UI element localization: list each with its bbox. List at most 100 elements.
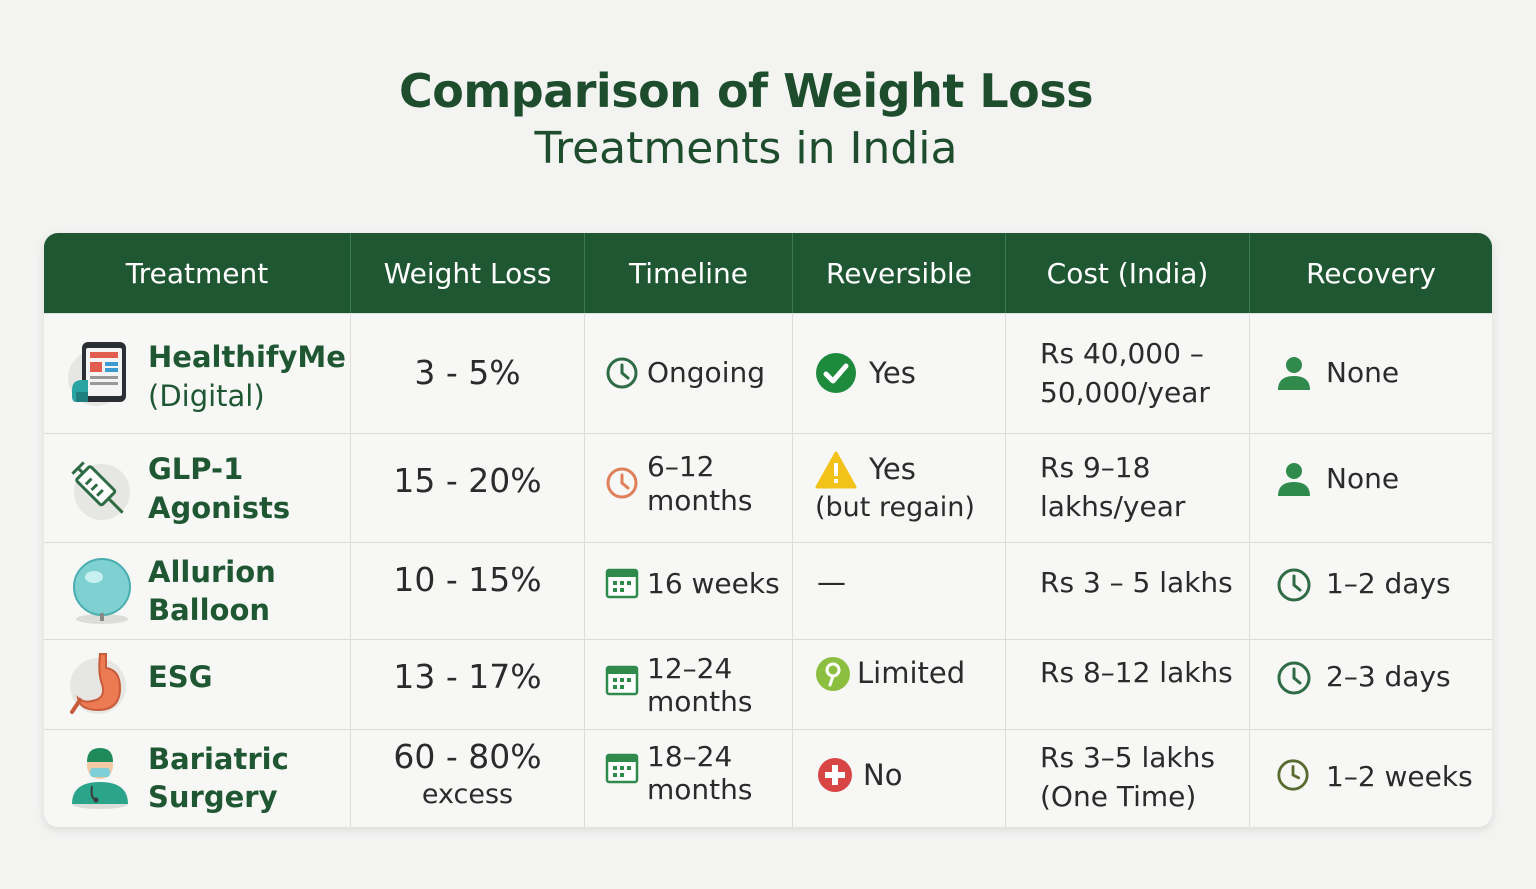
calendar-icon — [605, 753, 639, 784]
reversible-cell: — — [793, 543, 1006, 640]
cost-line-1: Rs 3–5 lakhs — [1040, 741, 1215, 774]
weight-loss-sub: excess — [421, 779, 514, 810]
cost-line-2: (One Time) — [1040, 780, 1197, 813]
timeline-cell: Ongoing — [585, 314, 793, 434]
timeline-cell: 6–12 months — [585, 434, 793, 543]
reversible-value: — — [817, 565, 846, 599]
reversible-cell: Limited — [793, 640, 1006, 730]
timeline-line-1: 12–24 — [647, 652, 733, 685]
weight-loss-cell: 3 - 5% — [351, 314, 585, 434]
cost-value: Rs 8–12 lakhs — [1040, 656, 1233, 689]
treatment-sub: Agonists — [148, 491, 291, 525]
table-row: Allurion Balloon 10 - 15% 16 weeks — Rs … — [44, 542, 1492, 640]
treatment-cell: Allurion Balloon — [44, 543, 351, 640]
reversible-value: No — [863, 758, 903, 792]
calendar-icon — [605, 568, 639, 599]
weight-loss-value: 13 - 17% — [393, 657, 542, 696]
weight-loss-value: 60 - 80% — [393, 737, 542, 776]
cost-cell: Rs 9–18 lakhs/year — [1006, 434, 1250, 543]
timeline-value: 16 weeks — [647, 567, 780, 600]
header-treatment: Treatment — [44, 233, 351, 313]
person-icon — [1278, 357, 1310, 390]
cost-cell: Rs 40,000 – 50,000/year — [1006, 314, 1250, 434]
treatment-cell: GLP-1 Agonists — [44, 434, 351, 543]
recovery-cell: 1–2 days — [1250, 543, 1492, 640]
clock-icon — [1277, 759, 1309, 791]
person-icon — [1278, 463, 1310, 496]
clock-icon — [1277, 661, 1311, 695]
recovery-cell: 1–2 weeks — [1250, 730, 1492, 827]
recovery-value: 1–2 weeks — [1326, 760, 1473, 793]
header-reversible: Reversible — [793, 233, 1006, 313]
treatment-name: GLP-1 — [148, 452, 244, 486]
treatment-name: ESG — [148, 660, 213, 694]
page-title: Comparison of Weight Loss Treatments in … — [0, 62, 1492, 178]
timeline-line-1: 6–12 — [647, 450, 715, 483]
reversible-value: Limited — [857, 656, 966, 690]
header-timeline: Timeline — [585, 233, 793, 313]
header-cost: Cost (India) — [1006, 233, 1250, 313]
weight-loss-cell: 10 - 15% — [351, 543, 585, 640]
recovery-cell: None — [1250, 314, 1492, 434]
reversible-cell: Yes — [793, 314, 1006, 434]
table-row: HealthifyMe (Digital) 3 - 5% Ongoing Yes… — [44, 313, 1492, 434]
warning-icon — [815, 451, 857, 489]
balloon-icon — [73, 558, 131, 624]
calendar-icon — [605, 665, 639, 696]
limited-icon — [816, 657, 850, 691]
timeline-line-2: months — [647, 484, 753, 517]
title-line-2: Treatments in India — [534, 123, 958, 174]
timeline-cell: 18–24 months — [585, 730, 793, 827]
reversible-note: (but regain) — [815, 492, 975, 523]
weight-loss-value: 3 - 5% — [414, 353, 521, 392]
clock-icon — [606, 357, 638, 389]
treatment-name: Bariatric — [148, 742, 289, 776]
recovery-cell: 2–3 days — [1250, 640, 1492, 730]
surgeon-icon — [72, 748, 128, 809]
cost-line-2: 50,000/year — [1040, 376, 1210, 409]
cost-cell: Rs 3–5 lakhs (One Time) — [1006, 730, 1250, 827]
phone-app-icon — [68, 342, 126, 406]
timeline-cell: 12–24 months — [585, 640, 793, 730]
cost-line-1: Rs 9–18 — [1040, 451, 1151, 484]
table-header: Treatment Weight Loss Timeline Reversibl… — [44, 233, 1492, 313]
table-row: Bariatric Surgery 60 - 80% excess 18–24 — [44, 729, 1492, 827]
treatment-cell: Bariatric Surgery — [44, 730, 351, 827]
cost-line-2: lakhs/year — [1040, 490, 1186, 523]
no-cross-icon — [818, 758, 852, 792]
treatment-sub: (Digital) — [148, 379, 265, 413]
reversible-cell: Yes (but regain) — [793, 434, 1006, 543]
treatment-name: HealthifyMe — [148, 340, 346, 374]
weight-loss-cell: 60 - 80% excess — [351, 730, 585, 827]
reversible-value: Yes — [869, 356, 916, 390]
cost-value: Rs 3 – 5 lakhs — [1040, 566, 1233, 599]
timeline-value: Ongoing — [647, 356, 765, 389]
treatment-sub: Balloon — [148, 593, 271, 627]
recovery-value: None — [1326, 356, 1400, 389]
treatment-cell: ESG — [44, 640, 351, 730]
cost-line-1: Rs 40,000 – — [1040, 337, 1204, 370]
cost-cell: Rs 3 – 5 lakhs — [1006, 543, 1250, 640]
header-weight-loss: Weight Loss — [351, 233, 585, 313]
weight-loss-value: 15 - 20% — [393, 461, 542, 500]
timeline-line-2: months — [647, 685, 753, 718]
syringe-icon — [71, 461, 130, 520]
clock-icon — [606, 467, 638, 499]
recovery-cell: None — [1250, 434, 1492, 543]
recovery-value: 1–2 days — [1326, 567, 1451, 600]
treatment-name: Allurion — [148, 555, 276, 589]
reversible-value: Yes — [869, 452, 916, 486]
check-circle-icon — [816, 353, 856, 393]
timeline-line-1: 18–24 — [647, 740, 733, 773]
reversible-cell: No — [793, 730, 1006, 827]
clock-icon — [1277, 568, 1311, 602]
comparison-table: Treatment Weight Loss Timeline Reversibl… — [44, 233, 1492, 827]
weight-loss-cell: 13 - 17% — [351, 640, 585, 730]
table-row: GLP-1 Agonists 15 - 20% 6–12 months Yes — [44, 433, 1492, 543]
treatment-cell: HealthifyMe (Digital) — [44, 314, 351, 434]
stomach-icon — [70, 653, 126, 714]
weight-loss-cell: 15 - 20% — [351, 434, 585, 543]
recovery-value: None — [1326, 462, 1400, 495]
header-recovery: Recovery — [1306, 256, 1436, 290]
title-line-1: Comparison of Weight Loss — [398, 64, 1094, 118]
